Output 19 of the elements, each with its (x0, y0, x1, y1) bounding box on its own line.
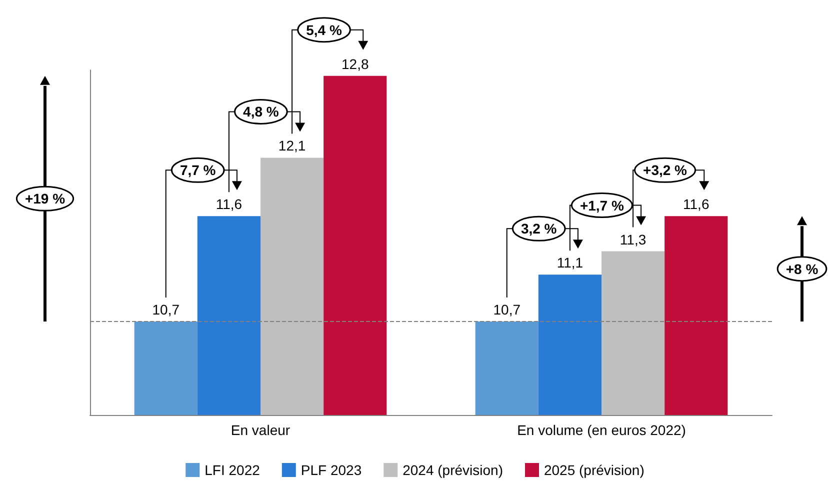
data-label: 12,1 (278, 138, 306, 154)
annotation: 3,2 % (520, 220, 558, 237)
annotation: 7,7 % (180, 162, 216, 178)
data-label: 11,6 (683, 196, 710, 212)
x-tick-label: En volume (en euros 2022) (517, 422, 686, 438)
x-tick-label: En valeur (230, 422, 290, 438)
data-label: 10,7 (152, 301, 180, 318)
legend-label: LFI 2022 (204, 462, 260, 478)
data-label: 11,1 (556, 254, 584, 271)
annotation: 4,8 % (243, 104, 280, 120)
data-label: 12,8 (342, 56, 369, 72)
annotation: +3,2 % (643, 162, 688, 178)
legend-label: 2025 (prévision) (544, 462, 644, 478)
annotation: +1,7 % (580, 197, 624, 214)
legend-label: PLF 2023 (300, 462, 362, 478)
data-label: 11,6 (216, 196, 242, 212)
legend-label: 2024 (prévision) (402, 462, 503, 478)
data-label: 11,3 (620, 231, 646, 248)
data-label: 10,7 (493, 301, 521, 318)
